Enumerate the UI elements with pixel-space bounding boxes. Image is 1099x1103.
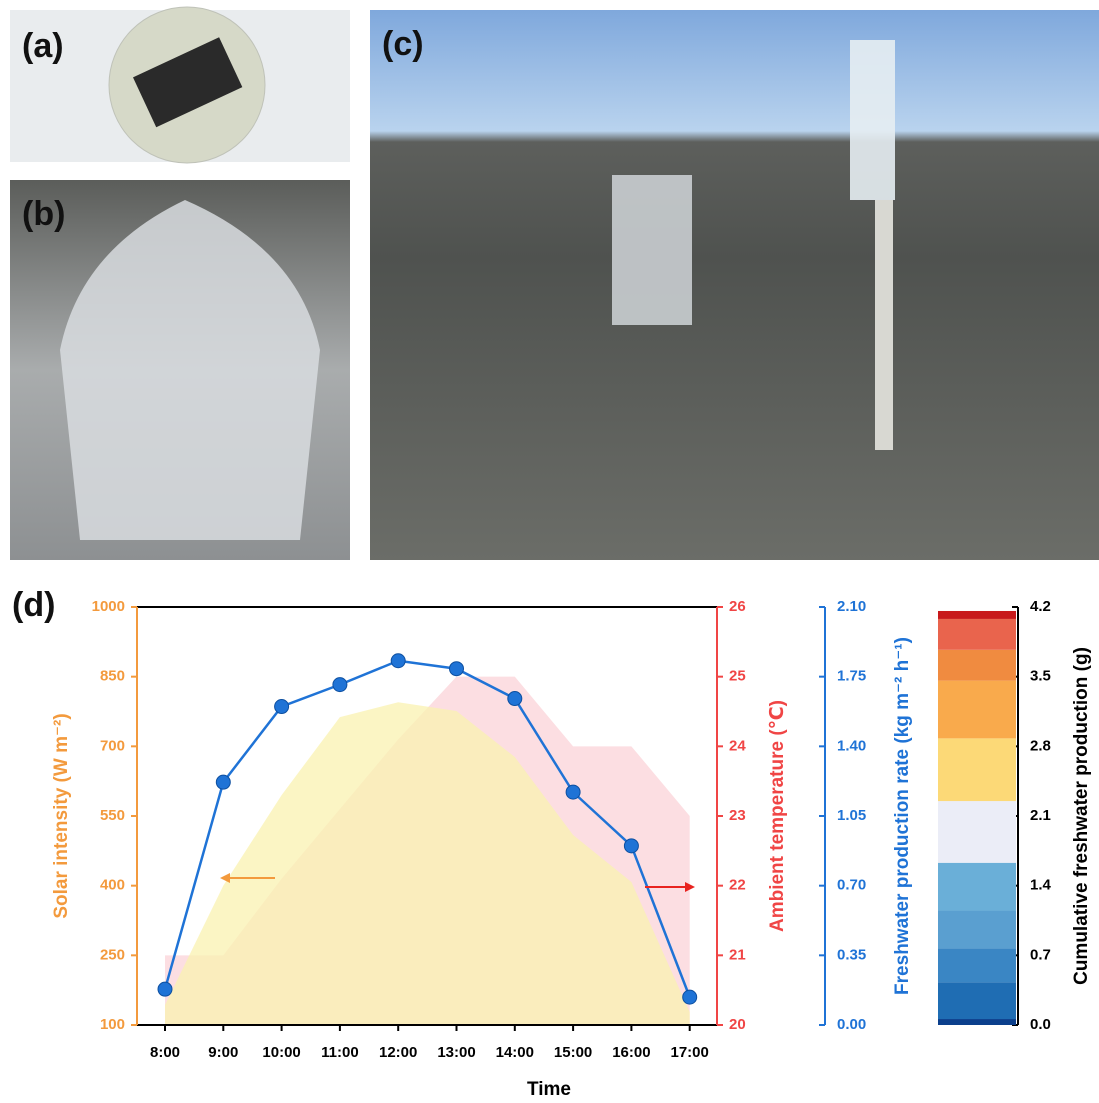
panel-label: (c) xyxy=(382,25,424,63)
y-tick-label: 20 xyxy=(729,1016,746,1033)
y-tick-label: 1.40 xyxy=(837,737,866,754)
device-c xyxy=(612,175,692,325)
marker xyxy=(683,990,697,1004)
y-tick-label: 100 xyxy=(100,1016,125,1033)
y-tick-label: 1.4 xyxy=(1030,877,1052,894)
y-tick-label: 22 xyxy=(729,877,746,894)
x-tick-label: 10:00 xyxy=(262,1044,300,1061)
y-tick-label: 400 xyxy=(100,877,125,894)
panel-label: (a) xyxy=(22,27,64,65)
panel-label: (d) xyxy=(12,586,55,624)
y-tick-label: 26 xyxy=(729,598,746,615)
bottle xyxy=(850,40,895,200)
x-tick-label: 14:00 xyxy=(496,1044,534,1061)
x-tick-label: 15:00 xyxy=(554,1044,592,1061)
x-tick-label: 12:00 xyxy=(379,1044,417,1061)
y-tick-label: 3.5 xyxy=(1030,668,1051,685)
x-tick-label: 11:00 xyxy=(321,1044,359,1061)
marker xyxy=(158,982,172,996)
marker xyxy=(566,785,580,799)
y-tick-label: 1.05 xyxy=(837,807,866,824)
x-axis-title: Time xyxy=(527,1079,571,1100)
bar-segment xyxy=(938,619,1016,650)
x-tick-label: 16:00 xyxy=(612,1044,650,1061)
marker xyxy=(508,692,522,706)
y-tick-label: 850 xyxy=(100,668,125,685)
bar-segment xyxy=(938,738,1016,801)
bar-segment xyxy=(938,650,1016,681)
y-tick-label: 24 xyxy=(729,737,746,754)
y-tick-label: 250 xyxy=(100,946,125,963)
panel-label: (b) xyxy=(22,195,65,233)
marker xyxy=(624,839,638,853)
marker xyxy=(450,662,464,676)
arrow-head xyxy=(685,882,695,892)
y-tick-label: 4.2 xyxy=(1030,598,1051,615)
figure: (a) (b) (c) (d) 100 250 400 550 700 850 1000 20… xyxy=(0,0,1099,1103)
y-tick-label: 0.00 xyxy=(837,1016,866,1033)
y-tick-label: 700 xyxy=(100,737,125,754)
bar-segment xyxy=(938,611,1016,619)
y-tick-label: 23 xyxy=(729,807,746,824)
marker xyxy=(391,654,405,668)
x-tick-label: 17:00 xyxy=(671,1044,709,1061)
y-tick-label: 0.70 xyxy=(837,877,866,894)
y-tick-label: 0.7 xyxy=(1030,946,1051,963)
y-axis-title: Ambient temperature (℃) xyxy=(767,700,788,932)
bar-segment xyxy=(938,982,1016,1019)
stand xyxy=(875,200,893,450)
y-tick-label: 1000 xyxy=(92,598,125,615)
bar-segment xyxy=(938,681,1016,739)
bar-segment xyxy=(938,863,1016,911)
photo-c xyxy=(370,10,1099,560)
x-tick-label: 8:00 xyxy=(150,1044,180,1061)
marker xyxy=(216,775,230,789)
arrow-head xyxy=(220,873,230,883)
y-tick-label: 21 xyxy=(729,946,746,963)
bar-segment xyxy=(938,911,1016,949)
bar-segment xyxy=(938,801,1016,863)
y-tick-label: 2.1 xyxy=(1030,807,1051,824)
marker xyxy=(333,678,347,692)
bar-segment xyxy=(938,1019,1016,1025)
marker xyxy=(275,700,289,714)
y-tick-label: 0.0 xyxy=(1030,1016,1051,1033)
y-axis-title: Freshwater production rate (kg m⁻² h⁻¹) xyxy=(892,637,913,995)
plot: 1002504005507008501000202122232425260.00… xyxy=(51,598,1092,1100)
y-tick-label: 25 xyxy=(729,668,746,685)
bar-segment xyxy=(938,948,1016,982)
y-axis-title: Solar intensity (W m⁻²) xyxy=(51,713,72,918)
y-axis-title: Cumulative freshwater production (g) xyxy=(1071,647,1092,985)
y-tick-label: 550 xyxy=(100,807,125,824)
y-tick-label: 0.35 xyxy=(837,946,866,963)
y-tick-label: 1.75 xyxy=(837,668,866,685)
y-tick-label: 2.10 xyxy=(837,598,866,615)
x-tick-label: 13:00 xyxy=(437,1044,475,1061)
x-tick-label: 9:00 xyxy=(208,1044,238,1061)
y-tick-label: 2.8 xyxy=(1030,737,1051,754)
